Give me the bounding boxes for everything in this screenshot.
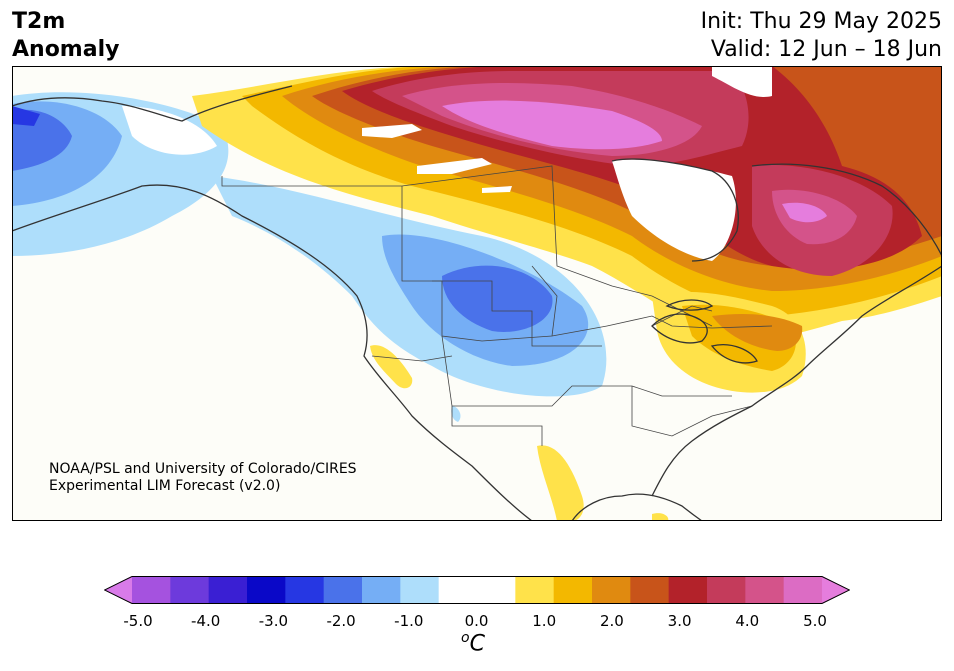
colorbar-segment: [362, 576, 401, 604]
colorbar-outline: [104, 576, 850, 604]
coastlines: [12, 85, 942, 521]
colorbar-segment: [170, 576, 210, 604]
credit-line2: Experimental LIM Forecast (v2.0): [49, 478, 281, 494]
colorbar-tick-label: -1.0: [394, 612, 424, 630]
anomaly-map: [12, 66, 942, 521]
cold-anomaly-alaska: [12, 92, 229, 256]
colorbar-tick-label: -5.0: [123, 612, 153, 630]
colorbar-tick-label: -2.0: [326, 612, 356, 630]
colorbar-ticks: -5.0 -4.0 -3.0 -2.0 -1.0 0.0 1.0 2.0 3.0 4.0 5.0: [0, 612, 954, 632]
map-title-line2: Anomaly: [12, 37, 120, 62]
colorbar-segment: [553, 576, 593, 604]
forecast-dates: Init: Thu 29 May 2025 Valid: 12 Jun – 18…: [701, 8, 942, 64]
colorbar-segment: [208, 576, 248, 604]
unit-symbol: C: [469, 631, 485, 657]
colorbar-extend-low: [104, 576, 132, 604]
colorbar-segment: [707, 576, 746, 604]
colorbar-tick-label: 0.0: [464, 612, 489, 630]
colorbar-segment: [783, 576, 823, 604]
colorbar-segment: [477, 576, 516, 604]
valid-period: Valid: 12 Jun – 18 Jun: [710, 37, 942, 62]
colorbar-segment: [668, 576, 708, 604]
colorbar-segment: [132, 576, 171, 604]
colorbar-extend-high: [822, 576, 850, 604]
colorbar-tick-label: 4.0: [735, 612, 760, 630]
colorbar-tick-label: -3.0: [258, 612, 289, 630]
warm-anomaly-southwest: [370, 345, 669, 521]
colorbar-tick-label: 5.0: [803, 612, 827, 630]
unit-label: oC: [461, 630, 485, 656]
map-title-line1: T2m: [12, 9, 66, 34]
colorbar-segment: [630, 576, 670, 604]
warm-anomaly-east: [652, 291, 806, 393]
colorbar-tick-label: 3.0: [667, 612, 692, 630]
map-frame: [12, 66, 942, 521]
unit-superscript: o: [461, 630, 470, 646]
colorbar-tick-label: -4.0: [191, 612, 221, 630]
credit-line1: NOAA/PSL and University of Colorado/CIRE…: [49, 461, 357, 477]
colorbar-segment: [438, 576, 478, 604]
colorbar-segment: [247, 576, 286, 604]
colorbar-tick-label: 1.0: [532, 612, 557, 630]
colorbar-segment: [515, 576, 555, 604]
hudson-islands: [362, 66, 772, 261]
cold-anomaly-west: [212, 176, 607, 422]
map-title: T2m Anomaly: [12, 8, 119, 64]
credit-text: NOAA/PSL and University of Colorado/CIRE…: [49, 461, 357, 495]
colorbar-segment: [323, 576, 363, 604]
colorbar-segment: [400, 576, 440, 604]
colorbar-segment: [285, 576, 325, 604]
colorbar: [104, 576, 850, 604]
colorbar-segment: [745, 576, 785, 604]
colorbar-tick-label: 2.0: [599, 612, 624, 630]
political-borders: [221, 165, 773, 446]
init-date: Init: Thu 29 May 2025: [700, 9, 942, 34]
colorbar-segment: [592, 576, 631, 604]
